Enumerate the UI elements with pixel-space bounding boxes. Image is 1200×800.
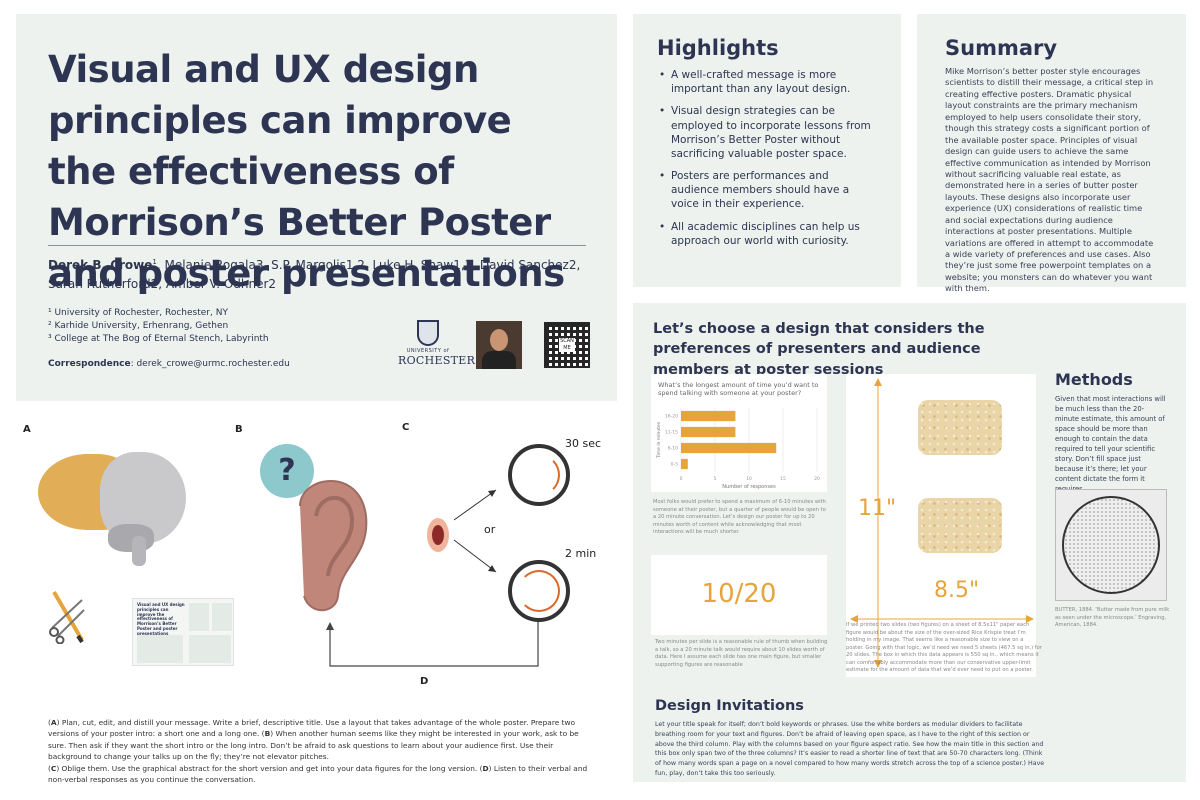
x-tick-label: 5 — [714, 476, 717, 482]
co-authors-line1: , Melanie Rogala3, S.P. Margolis1,2, Luk… — [156, 258, 581, 272]
lead-author: Derek B. Crowe — [48, 258, 153, 272]
design-heading: Let’s choose a design that considers the… — [653, 321, 985, 378]
engraving-caption: BUTTER, 1884. ‘Butter made from pure mil… — [1055, 607, 1170, 629]
caption-b-label: B — [264, 729, 271, 739]
figure-caption: (A) Plan, cut, edit, and distill your me… — [48, 718, 588, 785]
slide-score: 10/20 — [701, 579, 777, 609]
chart-title: What’s the longest amount of time you’d … — [658, 381, 819, 398]
figure-label-b: B — [235, 424, 243, 435]
or-text: or — [484, 523, 496, 536]
author-shirt — [482, 351, 516, 369]
krispie-figure-card: 11" 8.5" — [846, 374, 1036, 677]
butter-microscope-engraving — [1055, 489, 1167, 601]
logo-line2: ROCHESTER — [398, 354, 476, 367]
long-duration-label: 2 min — [565, 547, 597, 560]
scissors-pencil-icon — [49, 590, 85, 644]
summary-heading: Summary — [945, 36, 1058, 60]
bar — [681, 458, 688, 470]
score-card: 10/20 — [651, 555, 827, 635]
x-axis-label: Number of responses — [722, 484, 776, 490]
y-axis-label: Time in minutes — [656, 421, 662, 459]
y-tick-label: 0-5 — [671, 462, 678, 468]
mouth-icon — [427, 518, 449, 552]
co-authors-line2: Sarah Rutherford2, Amber V. Odhner2 — [48, 276, 277, 291]
caption-c-label: C — [50, 763, 57, 773]
dimension-arrows — [850, 378, 1034, 668]
mini-poster-thumbnail: Visual and UX design principles can impr… — [132, 598, 234, 666]
correspondence-label: Correspondence — [48, 359, 131, 369]
y-tick-label: 6-10 — [668, 446, 678, 452]
y-tick-label: 16-20 — [665, 414, 678, 420]
highlight-item: A well-crafted message is more important… — [659, 68, 877, 96]
highlight-item: Posters are performances and audience me… — [659, 169, 877, 212]
survey-bar-chart: 0 5 10 15 20 16-20 11-15 6-10 0-5 Number of respo… — [656, 408, 820, 490]
bar — [681, 442, 777, 454]
mini-poster-title: Visual and UX design principles can impr… — [137, 602, 185, 636]
stopwatch-short-icon — [508, 444, 570, 506]
figure-label-d: D — [420, 676, 429, 687]
width-dimension-label: 8.5" — [934, 578, 980, 603]
summary-text: Mike Morrison’s better poster style enco… — [945, 66, 1154, 294]
methods-text: Given that most interactions will be muc… — [1055, 395, 1166, 493]
summary-panel: Summary Mike Morrison’s better poster st… — [917, 14, 1186, 293]
x-tick-label: 10 — [746, 476, 752, 482]
x-tick-label: 0 — [680, 476, 683, 482]
caption-a-label: A — [50, 718, 57, 727]
poster-title: Visual and UX design principles can impr… — [48, 48, 565, 296]
logo-line1: UNIVERSITY of — [406, 348, 450, 354]
highlight-item: All academic disciplines can help us app… — [659, 220, 877, 248]
x-tick-label: 20 — [814, 476, 820, 482]
author-list: Derek B. Crowe1, Melanie Rogala3, S.P. M… — [48, 256, 588, 293]
x-tick-label: 15 — [780, 476, 786, 482]
score-note: Two minutes per slide is a reasonable ru… — [655, 639, 828, 668]
bar — [681, 426, 736, 438]
invitations-heading: Design Invitations — [655, 698, 804, 714]
bar — [681, 410, 736, 422]
lead-author-affil: 1 — [152, 258, 157, 266]
height-dimension-label: 11" — [858, 496, 897, 521]
affiliation-3: ³ College at The Bog of Eternal Stench, … — [48, 334, 269, 345]
caption-d-label: D — [482, 763, 489, 773]
short-duration-label: 30 sec — [565, 437, 602, 450]
feedback-loop-arrow — [326, 622, 539, 667]
rice-krispie-treat-bottom — [918, 498, 1002, 553]
highlights-panel: Highlights A well-crafted message is mor… — [633, 14, 901, 287]
caption-a: ) Plan, cut, edit, and distill your mess… — [48, 718, 576, 739]
university-logo: UNIVERSITY of ROCHESTER — [398, 320, 476, 370]
affiliations: ¹ University of Rochester, Rochester, NY… — [48, 307, 269, 346]
affiliation-2: ² Karhide University, Erhenrang, Gethen — [48, 321, 229, 332]
author-face — [490, 329, 508, 351]
highlight-item: Visual design strategies can be employed… — [659, 104, 877, 161]
question-bubble: ? — [260, 444, 314, 498]
affiliation-1: ¹ University of Rochester, Rochester, NY — [48, 308, 228, 318]
correspondence-email[interactable]: : derek_crowe@urmc.rochester.edu — [130, 359, 290, 369]
ear-icon — [299, 480, 368, 612]
caption-b: ) When another human seems like they mig… — [48, 729, 579, 762]
caption-c: ) Oblige them. Use the graphical abstrac… — [56, 763, 483, 773]
design-panel: Let’s choose a design that considers the… — [633, 303, 1186, 782]
title-divider — [48, 245, 586, 246]
figure-label-a: A — [23, 424, 31, 435]
highlights-list: A well-crafted message is more important… — [657, 68, 877, 248]
invitations-text: Let your title speak for itself; don’t b… — [655, 721, 1045, 777]
chart-note: Most folks would prefer to spend a maxim… — [653, 499, 826, 536]
title-panel: Visual and UX design principles can impr… — [16, 14, 617, 401]
qr-label: SCAN ME — [559, 338, 575, 352]
author-photo — [476, 321, 522, 369]
correspondence: Correspondence: derek_crowe@urmc.rochest… — [48, 359, 290, 369]
crest-icon — [417, 320, 439, 346]
y-tick-label: 11-15 — [665, 430, 678, 436]
krispie-note: If we printed two slides (two figures) o… — [846, 622, 1042, 674]
branch-arrows — [453, 489, 497, 573]
figure-label-c: C — [402, 422, 410, 433]
stopwatch-long-icon — [508, 560, 570, 622]
brain-icon — [38, 446, 186, 566]
highlights-heading: Highlights — [657, 36, 779, 60]
qr-code[interactable]: SCAN ME — [544, 322, 590, 368]
rice-krispie-treat-top — [918, 400, 1002, 455]
methods-heading: Methods — [1055, 370, 1133, 389]
caption-d: ) Listen to their verbal and non-verbal … — [48, 763, 588, 785]
survey-chart-card: What’s the longest amount of time you’d … — [651, 374, 827, 492]
